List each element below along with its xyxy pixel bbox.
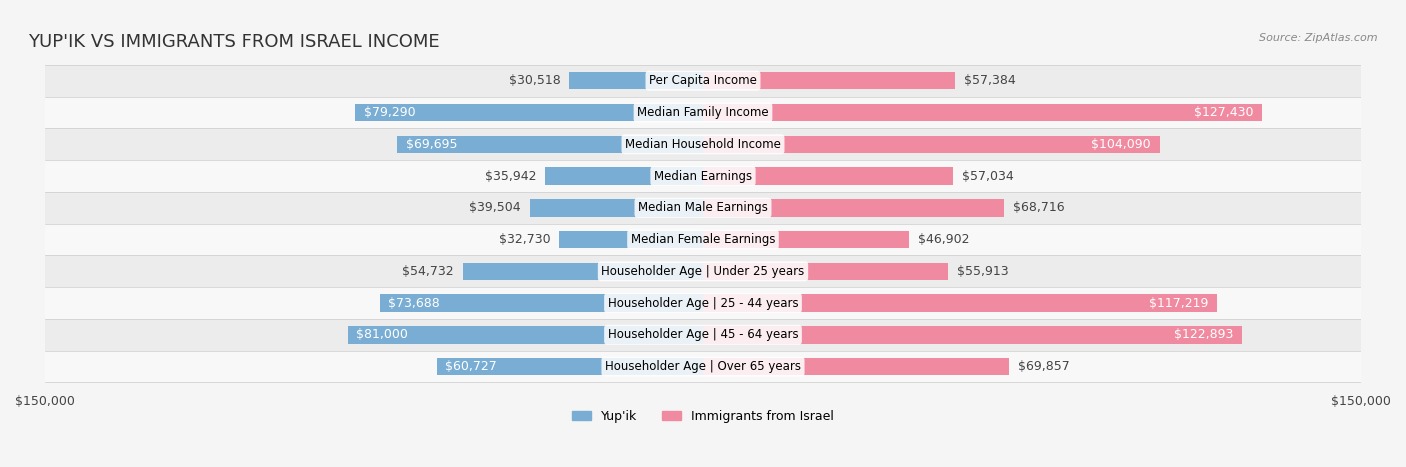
Text: Median Earnings: Median Earnings <box>654 170 752 183</box>
Text: $69,695: $69,695 <box>406 138 457 151</box>
Bar <box>703 358 1010 375</box>
Bar <box>703 262 948 280</box>
Bar <box>530 199 703 217</box>
Text: $55,913: $55,913 <box>957 265 1008 278</box>
Bar <box>45 351 1361 382</box>
Bar <box>398 135 703 153</box>
Bar <box>703 135 1160 153</box>
Text: $57,384: $57,384 <box>963 74 1015 87</box>
Text: $46,902: $46,902 <box>918 233 969 246</box>
Bar <box>45 65 1361 97</box>
Bar <box>703 294 1218 312</box>
Bar <box>569 72 703 90</box>
Text: Source: ZipAtlas.com: Source: ZipAtlas.com <box>1260 33 1378 42</box>
Text: $54,732: $54,732 <box>402 265 454 278</box>
Text: Householder Age | Under 25 years: Householder Age | Under 25 years <box>602 265 804 278</box>
Bar <box>463 262 703 280</box>
Bar <box>45 160 1361 192</box>
Text: Median Family Income: Median Family Income <box>637 106 769 119</box>
Text: Per Capita Income: Per Capita Income <box>650 74 756 87</box>
Text: $30,518: $30,518 <box>509 74 561 87</box>
Bar <box>703 72 955 90</box>
Text: $122,893: $122,893 <box>1174 328 1233 341</box>
Text: $117,219: $117,219 <box>1149 297 1209 310</box>
Bar <box>703 104 1263 121</box>
Text: Householder Age | 25 - 44 years: Householder Age | 25 - 44 years <box>607 297 799 310</box>
Bar <box>45 287 1361 319</box>
Bar <box>45 255 1361 287</box>
Bar <box>703 199 1004 217</box>
Legend: Yup'ik, Immigrants from Israel: Yup'ik, Immigrants from Israel <box>567 405 839 428</box>
Text: $69,857: $69,857 <box>1018 360 1070 373</box>
Text: Median Household Income: Median Household Income <box>626 138 780 151</box>
Bar <box>45 192 1361 224</box>
Text: $39,504: $39,504 <box>470 201 520 214</box>
Text: $68,716: $68,716 <box>1014 201 1064 214</box>
Bar <box>347 326 703 344</box>
Text: Median Male Earnings: Median Male Earnings <box>638 201 768 214</box>
Text: YUP'IK VS IMMIGRANTS FROM ISRAEL INCOME: YUP'IK VS IMMIGRANTS FROM ISRAEL INCOME <box>28 33 440 51</box>
Text: $32,730: $32,730 <box>499 233 551 246</box>
Text: $127,430: $127,430 <box>1194 106 1253 119</box>
Bar <box>45 128 1361 160</box>
Text: Householder Age | Over 65 years: Householder Age | Over 65 years <box>605 360 801 373</box>
Bar <box>703 326 1241 344</box>
Bar <box>546 167 703 185</box>
Text: $104,090: $104,090 <box>1091 138 1152 151</box>
Bar <box>356 104 703 121</box>
Text: $81,000: $81,000 <box>356 328 408 341</box>
Text: $60,727: $60,727 <box>446 360 498 373</box>
Bar <box>45 319 1361 351</box>
Text: Householder Age | 45 - 64 years: Householder Age | 45 - 64 years <box>607 328 799 341</box>
Bar <box>45 97 1361 128</box>
Bar <box>703 167 953 185</box>
Bar <box>560 231 703 248</box>
Text: $35,942: $35,942 <box>485 170 537 183</box>
Text: $73,688: $73,688 <box>388 297 440 310</box>
Bar <box>380 294 703 312</box>
Text: $57,034: $57,034 <box>962 170 1014 183</box>
Text: Median Female Earnings: Median Female Earnings <box>631 233 775 246</box>
Bar <box>45 224 1361 255</box>
Text: $79,290: $79,290 <box>364 106 416 119</box>
Bar <box>437 358 703 375</box>
Bar <box>703 231 908 248</box>
